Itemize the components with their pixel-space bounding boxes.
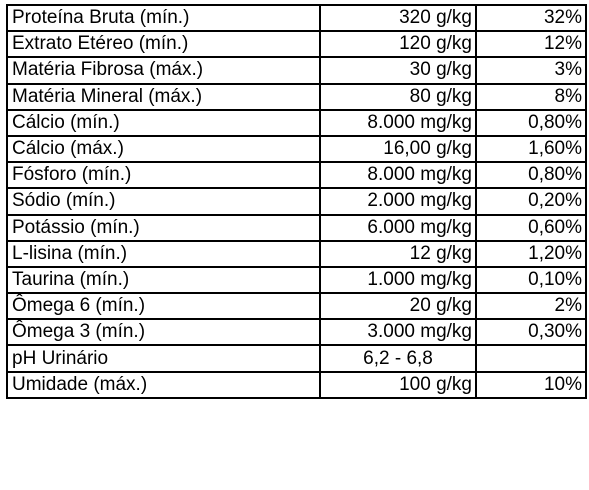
- nutrient-amount-cell: 100 g/kg: [319, 370, 477, 399]
- table-row: Taurina (mín.) 1.000 mg/kg 0,10%: [6, 265, 587, 295]
- nutrient-name-cell: Extrato Etéreo (mín.): [6, 30, 321, 59]
- nutrient-name-cell: pH Urinário: [6, 344, 321, 373]
- table-row: Matéria Mineral (máx.) 80 g/kg 8%: [6, 82, 587, 111]
- nutrient-amount-cell: 20 g/kg: [319, 292, 477, 321]
- nutrient-amount-cell: 16,00 g/kg: [319, 134, 477, 164]
- nutrition-table: Proteína Bruta (mín.) 320 g/kg 32% Extra…: [6, 3, 587, 399]
- table-row: Cálcio (mín.) 8.000 mg/kg 0,80%: [6, 108, 587, 137]
- nutrient-percent-cell: 0,80%: [475, 161, 587, 190]
- nutrient-percent-cell: 8%: [475, 82, 587, 111]
- nutrient-amount-cell: 8.000 mg/kg: [319, 161, 477, 190]
- nutrient-amount-cell: 6.000 mg/kg: [319, 213, 477, 242]
- nutrient-percent-cell: 3%: [475, 56, 587, 85]
- nutrient-percent-cell: 0,30%: [475, 318, 587, 347]
- nutrient-name-cell: Potássio (mín.): [6, 213, 321, 242]
- table-row: Sódio (mín.) 2.000 mg/kg 0,20%: [6, 187, 587, 216]
- nutrient-amount-cell: 2.000 mg/kg: [319, 187, 477, 216]
- nutrient-name-cell: Cálcio (mín.): [6, 108, 321, 137]
- nutrient-amount-cell: 120 g/kg: [319, 30, 477, 59]
- nutrient-percent-cell: 0,20%: [475, 187, 587, 216]
- nutrient-name-cell: Matéria Fibrosa (máx.): [6, 56, 321, 85]
- nutrient-percent-cell: 0,80%: [475, 108, 587, 137]
- nutrient-amount-cell: 3.000 mg/kg: [319, 318, 477, 347]
- nutrient-name-cell: Ômega 3 (mín.): [6, 318, 321, 347]
- nutrient-name-cell: Umidade (máx.): [6, 370, 321, 399]
- nutrient-percent-cell: 1,60%: [475, 134, 587, 164]
- nutrient-percent-cell: 10%: [475, 370, 587, 399]
- table-row: Ômega 3 (mín.) 3.000 mg/kg 0,30%: [6, 318, 587, 347]
- nutrient-amount-cell: 6,2 - 6,8: [319, 344, 477, 373]
- nutrient-percent-cell: 0,60%: [475, 213, 587, 242]
- table-row: Cálcio (máx.) 16,00 g/kg 1,60%: [6, 134, 587, 164]
- nutrient-amount-cell: 80 g/kg: [319, 82, 477, 111]
- nutrient-name-cell: Cálcio (máx.): [6, 134, 321, 164]
- nutrient-name-cell: Taurina (mín.): [6, 265, 321, 295]
- nutrient-name-cell: Fósforo (mín.): [6, 161, 321, 190]
- nutrient-percent-cell: 0,10%: [475, 265, 587, 295]
- nutrient-amount-cell: 1.000 mg/kg: [319, 265, 477, 295]
- nutrient-amount-cell: 8.000 mg/kg: [319, 108, 477, 137]
- nutrition-table-body: Proteína Bruta (mín.) 320 g/kg 32% Extra…: [6, 3, 587, 399]
- nutrient-amount-cell: 320 g/kg: [319, 3, 477, 33]
- table-row: L-lisina (mín.) 12 g/kg 1,20%: [6, 239, 587, 268]
- nutrient-percent-cell: 2%: [475, 292, 587, 321]
- nutrient-percent-cell: 1,20%: [475, 239, 587, 268]
- table-row: Proteína Bruta (mín.) 320 g/kg 32%: [6, 3, 587, 33]
- nutrient-name-cell: Proteína Bruta (mín.): [6, 3, 321, 33]
- nutrient-name-cell: Ômega 6 (mín.): [6, 292, 321, 321]
- nutrient-name-cell: Sódio (mín.): [6, 187, 321, 216]
- table-row: Extrato Etéreo (mín.) 120 g/kg 12%: [6, 30, 587, 59]
- table-row: Umidade (máx.) 100 g/kg 10%: [6, 370, 587, 399]
- nutrient-amount-cell: 30 g/kg: [319, 56, 477, 85]
- nutrient-percent-cell: 12%: [475, 30, 587, 59]
- nutrient-amount-cell: 12 g/kg: [319, 239, 477, 268]
- nutrient-name-cell: Matéria Mineral (máx.): [6, 82, 321, 111]
- table-row: Fósforo (mín.) 8.000 mg/kg 0,80%: [6, 161, 587, 190]
- table-row: Ômega 6 (mín.) 20 g/kg 2%: [6, 292, 587, 321]
- nutrient-percent-cell: 32%: [475, 3, 587, 33]
- table-row: Potássio (mín.) 6.000 mg/kg 0,60%: [6, 213, 587, 242]
- nutrient-name-cell: L-lisina (mín.): [6, 239, 321, 268]
- nutrient-percent-cell: [475, 344, 587, 373]
- nutrition-table-container: Proteína Bruta (mín.) 320 g/kg 32% Extra…: [6, 3, 587, 399]
- table-row: pH Urinário 6,2 - 6,8: [6, 344, 587, 373]
- table-row: Matéria Fibrosa (máx.) 30 g/kg 3%: [6, 56, 587, 85]
